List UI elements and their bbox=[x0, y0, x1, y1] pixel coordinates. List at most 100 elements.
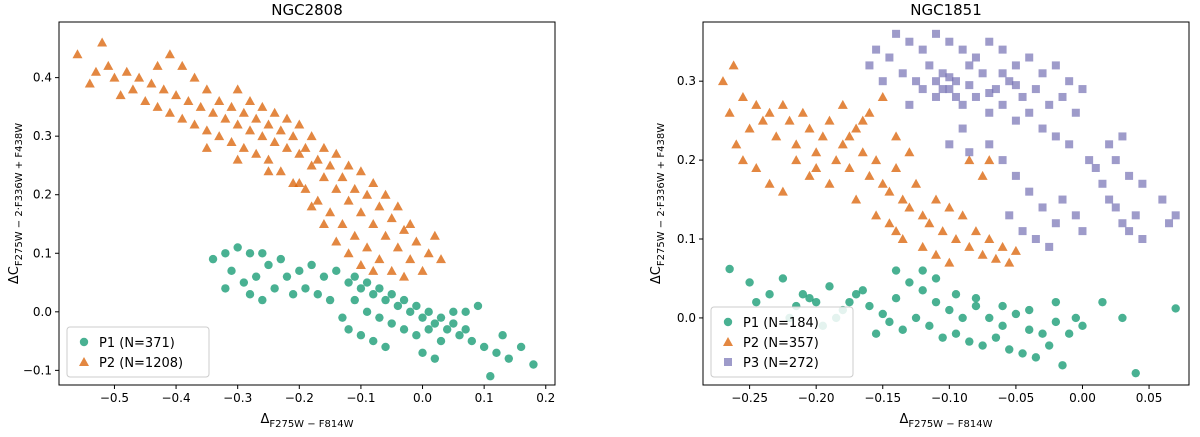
point-triangle bbox=[777, 186, 788, 196]
point-triangle bbox=[103, 60, 114, 70]
point-triangle bbox=[226, 137, 237, 147]
point-circle bbox=[356, 331, 366, 340]
point-square bbox=[938, 85, 947, 94]
point-circle bbox=[412, 331, 421, 340]
legend-label: P2 (N=1208) bbox=[99, 356, 183, 371]
point-circle bbox=[467, 336, 477, 346]
point-circle bbox=[338, 313, 347, 322]
point-triangle bbox=[784, 115, 795, 125]
point-circle bbox=[381, 295, 390, 305]
legend-marker-square bbox=[724, 358, 732, 366]
point-triangle bbox=[257, 101, 268, 111]
point-triangle bbox=[269, 107, 280, 117]
point-square bbox=[945, 85, 954, 94]
point-triangle bbox=[232, 154, 243, 164]
point-square bbox=[1091, 163, 1100, 172]
point-circle bbox=[245, 290, 255, 299]
point-triangle bbox=[1010, 245, 1021, 255]
point-circle bbox=[227, 266, 236, 276]
legend-marker-triangle bbox=[79, 357, 89, 366]
point-triangle bbox=[392, 201, 403, 211]
point-circle bbox=[375, 284, 384, 293]
point-triangle bbox=[368, 178, 379, 188]
point-triangle bbox=[884, 186, 895, 196]
point-circle bbox=[858, 286, 867, 295]
point-triangle bbox=[797, 107, 808, 117]
x-tick-label: −0.25 bbox=[731, 391, 768, 405]
point-square bbox=[1011, 61, 1020, 70]
point-circle bbox=[319, 272, 329, 281]
point-square bbox=[1025, 53, 1034, 62]
point-triangle bbox=[411, 236, 422, 246]
point-triangle bbox=[318, 142, 329, 152]
point-triangle bbox=[864, 107, 875, 117]
point-triangle bbox=[263, 119, 274, 129]
point-triangle bbox=[824, 178, 835, 188]
point-circle bbox=[455, 331, 464, 340]
point-circle bbox=[387, 319, 396, 328]
point-circle bbox=[344, 325, 353, 334]
point-circle bbox=[925, 321, 934, 331]
point-triangle bbox=[368, 218, 379, 228]
point-circle bbox=[1025, 305, 1034, 315]
point-triangle bbox=[811, 162, 822, 172]
point-circle bbox=[461, 325, 470, 334]
point-square bbox=[1098, 179, 1107, 188]
point-square bbox=[938, 69, 947, 78]
point-triangle bbox=[423, 248, 434, 258]
point-circle bbox=[811, 297, 821, 307]
point-circle bbox=[356, 284, 366, 293]
point-circle bbox=[1018, 349, 1027, 358]
point-circle bbox=[985, 313, 994, 323]
point-circle bbox=[1011, 309, 1021, 319]
legend-label: P1 (N=184) bbox=[743, 316, 819, 331]
point-circle bbox=[885, 317, 894, 327]
point-triangle bbox=[195, 101, 206, 111]
point-circle bbox=[878, 309, 887, 319]
point-triangle bbox=[281, 142, 292, 152]
point-circle bbox=[486, 372, 495, 381]
point-circle bbox=[1098, 297, 1107, 307]
point-circle bbox=[251, 272, 261, 281]
point-triangle bbox=[764, 178, 775, 188]
point-square bbox=[1111, 203, 1120, 212]
point-triangle bbox=[251, 113, 262, 123]
point-circle bbox=[332, 266, 341, 276]
point-square bbox=[872, 45, 881, 54]
point-triangle bbox=[90, 66, 101, 76]
point-circle bbox=[958, 313, 967, 323]
point-square bbox=[991, 85, 1000, 94]
point-circle bbox=[424, 325, 433, 334]
point-triangle bbox=[214, 131, 225, 141]
point-triangle bbox=[263, 166, 274, 176]
x-tick-label: −0.5 bbox=[100, 391, 129, 405]
point-circle bbox=[1031, 353, 1041, 362]
point-circle bbox=[971, 293, 981, 303]
data-points bbox=[72, 37, 538, 381]
point-triangle bbox=[964, 241, 975, 251]
point-square bbox=[985, 89, 994, 98]
point-square bbox=[998, 69, 1007, 78]
point-square bbox=[985, 37, 994, 46]
point-circle bbox=[375, 313, 384, 322]
point-triangle bbox=[300, 142, 311, 152]
point-circle bbox=[418, 348, 427, 357]
legend-box bbox=[710, 306, 854, 378]
point-triangle bbox=[275, 125, 286, 135]
point-circle bbox=[442, 325, 452, 334]
legend-label: P3 (N=272) bbox=[743, 356, 819, 371]
point-circle bbox=[938, 333, 947, 342]
point-circle bbox=[498, 331, 507, 340]
point-circle bbox=[845, 297, 854, 307]
point-triangle bbox=[997, 241, 1008, 251]
point-square bbox=[1158, 195, 1167, 204]
point-circle bbox=[369, 290, 378, 299]
point-square bbox=[1131, 211, 1140, 220]
point-circle bbox=[1051, 317, 1061, 327]
point-triangle bbox=[857, 147, 868, 157]
point-triangle bbox=[201, 84, 212, 94]
point-square bbox=[965, 61, 974, 70]
point-triangle bbox=[904, 147, 915, 157]
point-triangle bbox=[728, 60, 739, 70]
point-circle bbox=[258, 295, 267, 305]
